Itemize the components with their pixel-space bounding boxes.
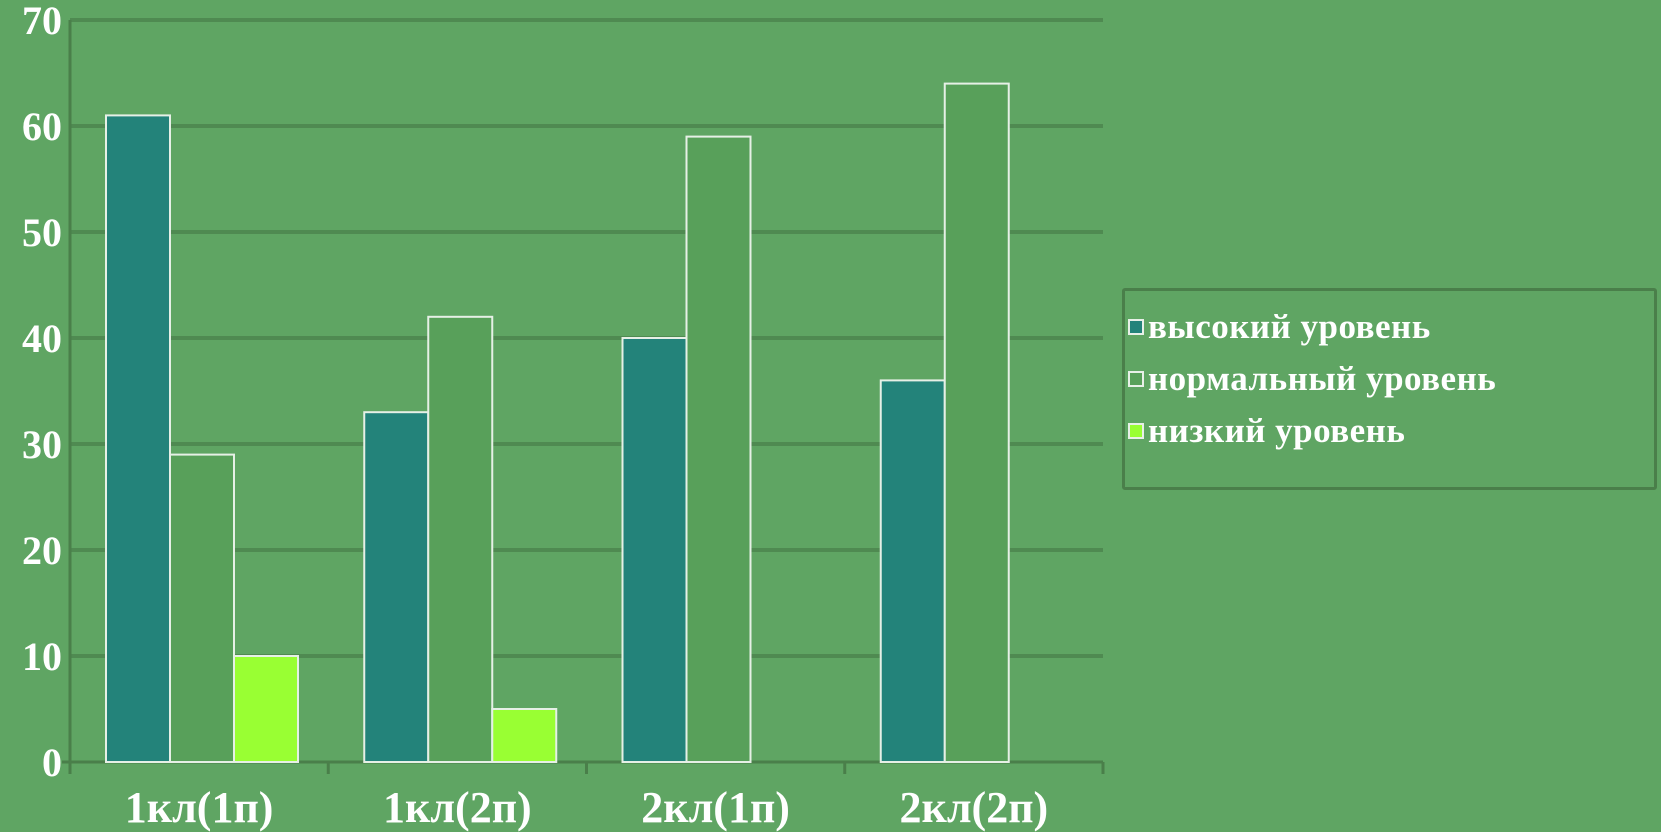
bar-1-2 (685, 135, 752, 764)
x-category-label-2: 2кл(1п) (641, 783, 790, 832)
legend-swatch-normal (1128, 371, 1144, 387)
bar-1-1 (427, 315, 494, 763)
y-tick-label-70: 70 (22, 0, 62, 43)
bar-0-1 (363, 411, 430, 763)
legend-label-high: высокий уровень (1148, 307, 1431, 346)
bar-0-2 (621, 337, 688, 763)
gridlines (70, 18, 1103, 658)
legend: высокий уровень нормальный уровень низки… (1122, 288, 1657, 490)
y-axis-tick-labels: 0 10 20 30 40 50 60 70 (22, 0, 62, 785)
bar-1-3 (943, 82, 1010, 764)
bar-2-0 (233, 655, 299, 763)
bars (105, 82, 1010, 764)
bar-1-0 (169, 453, 235, 763)
y-tick-label-20: 20 (22, 528, 62, 573)
y-tick-label-0: 0 (42, 740, 62, 785)
x-axis-category-labels: 1кл(1п) 1кл(2п) 2кл(1п) 2кл(2п) (125, 783, 1048, 832)
bar-2-1 (491, 708, 558, 763)
x-category-label-0: 1кл(1п) (125, 783, 274, 832)
bar-0-0 (105, 114, 171, 763)
y-tick-label-10: 10 (22, 634, 62, 679)
legend-label-low: низкий уровень (1148, 411, 1406, 450)
y-tick-label-40: 40 (22, 316, 62, 361)
legend-swatch-low (1128, 423, 1144, 439)
legend-label-normal: нормальный уровень (1148, 359, 1497, 398)
y-tick-label-60: 60 (22, 104, 62, 149)
x-category-label-1: 1кл(2п) (383, 783, 532, 832)
legend-item-low: низкий уровень (1125, 405, 1654, 457)
y-tick-label-30: 30 (22, 422, 62, 467)
legend-item-normal: нормальный уровень (1125, 353, 1654, 405)
legend-swatch-high (1128, 319, 1144, 335)
legend-item-high: высокий уровень (1125, 301, 1654, 353)
bar-0-3 (879, 379, 946, 763)
x-category-label-3: 2кл(2п) (900, 783, 1049, 832)
y-tick-label-50: 50 (22, 210, 62, 255)
